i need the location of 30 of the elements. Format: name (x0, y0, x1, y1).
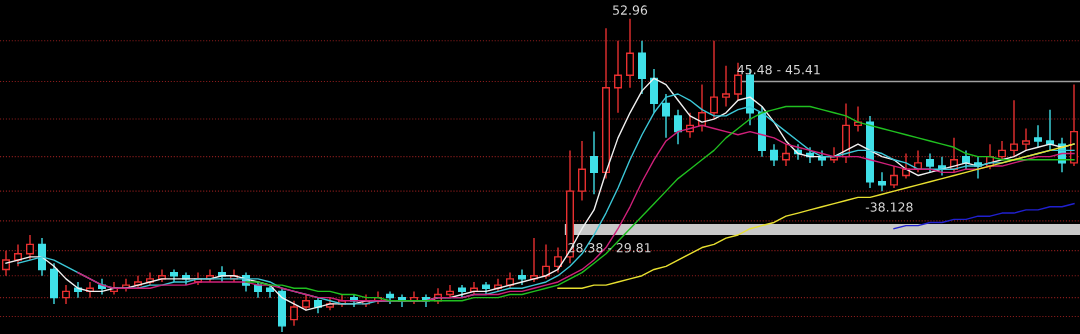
candlestick (662, 93, 670, 139)
candlestick (890, 165, 898, 189)
candlestick (674, 108, 682, 145)
candlestick (770, 143, 778, 167)
candlestick (1034, 124, 1042, 148)
candlestick (782, 143, 790, 167)
candlestick (446, 284, 454, 299)
candlestick (578, 140, 586, 202)
candlestick (1010, 99, 1018, 158)
annotation: -38.128 (865, 202, 913, 212)
candlestick (962, 149, 970, 170)
candlestick (386, 290, 394, 305)
candlestick (2, 249, 10, 277)
candlestick (290, 300, 298, 327)
candlestick (98, 278, 106, 296)
candlestick (14, 243, 22, 268)
candlestick (878, 171, 886, 192)
candlestick (614, 40, 622, 114)
candlestick (722, 65, 730, 108)
candlestick (1022, 127, 1030, 152)
candlestick (710, 40, 718, 120)
candlestick (1046, 108, 1054, 152)
candlestick (998, 140, 1006, 161)
candlestick (926, 152, 934, 174)
text: 52.96 (613, 5, 648, 15)
candlestick (626, 18, 634, 89)
candlestick (62, 284, 70, 305)
candlestick (554, 246, 562, 274)
candlestick (26, 234, 34, 261)
candlestick (590, 130, 598, 195)
